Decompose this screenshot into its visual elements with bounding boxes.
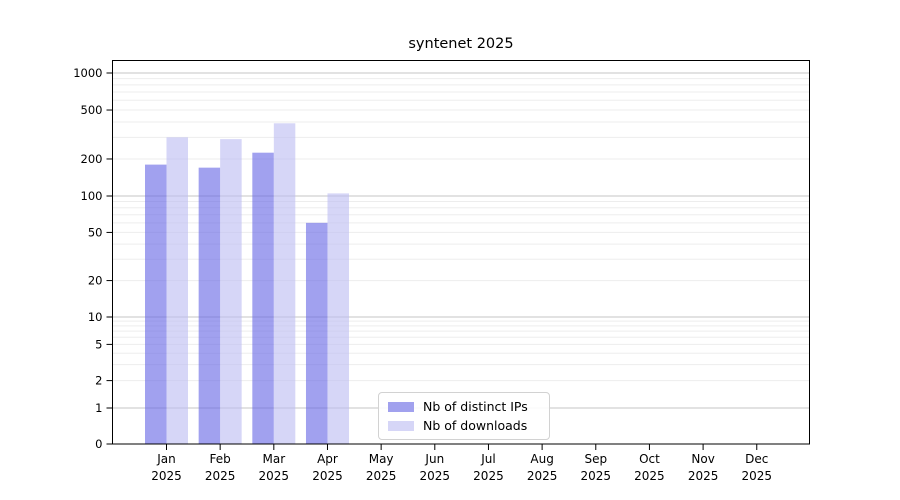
bar-feb-downloads	[220, 139, 242, 444]
x-tick-label-year: 2025	[527, 469, 558, 483]
x-tick-label-month: Feb	[210, 452, 231, 466]
bar-feb-distinct-ips	[198, 167, 221, 444]
bar-apr-distinct-ips	[305, 222, 328, 444]
y-tick-label: 1000	[73, 66, 102, 80]
x-tick-label-year: 2025	[259, 469, 290, 483]
x-tick-label-year: 2025	[473, 469, 504, 483]
y-tick-label: 200	[81, 152, 103, 166]
x-tick-label-month: Mar	[262, 452, 285, 466]
y-tick-label: 10	[88, 310, 103, 324]
legend-item-distinct-ips: Nb of distinct IPs	[388, 399, 540, 414]
x-tick-label-month: Oct	[639, 452, 660, 466]
legend-item-downloads: Nb of downloads	[388, 418, 540, 433]
x-tick-label-year: 2025	[581, 469, 612, 483]
y-tick-label: 100	[81, 189, 103, 203]
x-tick-label-year: 2025	[366, 469, 397, 483]
plot-border	[112, 60, 810, 445]
legend: Nb of distinct IPs Nb of downloads	[378, 392, 550, 440]
x-tick-label-month: May	[369, 452, 394, 466]
x-tick-label-year: 2025	[741, 469, 772, 483]
legend-swatch-downloads	[388, 420, 414, 431]
x-tick-label-month: Jan	[156, 452, 176, 466]
bar-mar-downloads	[273, 123, 296, 444]
legend-swatch-distinct-ips	[388, 401, 414, 412]
y-tick-label: 2	[95, 374, 102, 388]
x-tick-label-month: Aug	[530, 452, 553, 466]
bar-jan-downloads	[166, 137, 188, 444]
x-tick-label-month: Nov	[691, 452, 714, 466]
x-tick-label-month: Jul	[480, 452, 495, 466]
x-tick-label-month: Sep	[584, 452, 607, 466]
x-tick-label-year: 2025	[151, 469, 182, 483]
x-tick-label-year: 2025	[420, 469, 451, 483]
y-tick-label: 5	[95, 337, 102, 351]
x-tick-label-year: 2025	[688, 469, 719, 483]
y-tick-label: 1	[95, 401, 102, 415]
legend-label-distinct-ips: Nb of distinct IPs	[423, 399, 528, 414]
x-tick-label-month: Jun	[424, 452, 444, 466]
bar-mar-distinct-ips	[252, 152, 274, 444]
legend-label-downloads: Nb of downloads	[423, 418, 528, 433]
y-tick-label: 20	[88, 274, 103, 288]
x-tick-label-month: Dec	[745, 452, 768, 466]
bar-apr-downloads	[327, 193, 349, 444]
chart-title: syntenet 2025	[408, 36, 514, 52]
x-tick-label-year: 2025	[634, 469, 665, 483]
bar-jan-distinct-ips	[145, 164, 167, 444]
y-tick-label: 0	[95, 437, 102, 451]
x-tick-label-year: 2025	[312, 469, 343, 483]
y-tick-label: 50	[88, 225, 103, 239]
x-tick-label-month: Apr	[317, 452, 338, 466]
y-tick-label: 500	[81, 103, 103, 117]
x-tick-label-year: 2025	[205, 469, 236, 483]
